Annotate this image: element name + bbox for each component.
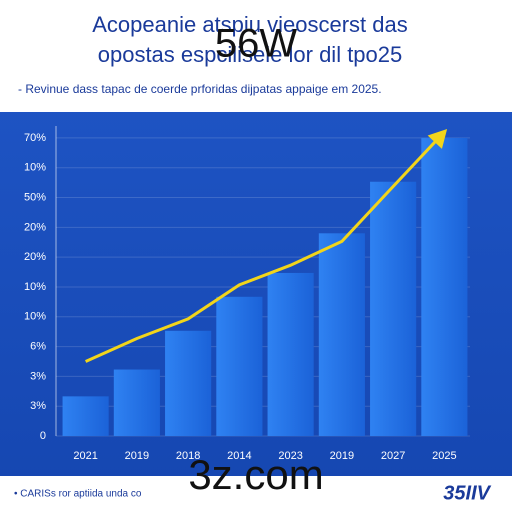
overlay-text: 56W <box>215 22 297 66</box>
y-tick-label: 20% <box>24 221 46 233</box>
header-band <box>0 0 512 112</box>
x-tick-label: 2019 <box>330 450 354 462</box>
y-tick-label: 70% <box>24 132 46 144</box>
bar <box>318 233 365 436</box>
y-tick-label: 3% <box>30 400 46 412</box>
bar <box>62 396 109 436</box>
bar <box>165 330 212 436</box>
y-tick-label: 0 <box>40 430 46 442</box>
x-tick-label: 2023 <box>278 450 302 462</box>
x-tick-label: 2018 <box>176 450 200 462</box>
trend-line <box>85 130 446 363</box>
bar <box>113 369 160 436</box>
title-line: opostas espcilisele lor dil tpo25 <box>98 42 403 67</box>
y-tick-label: 50% <box>24 191 46 203</box>
x-tick-label: 2019 <box>125 450 149 462</box>
y-tick-label: 3% <box>30 370 46 382</box>
bar <box>370 181 417 436</box>
bar <box>216 296 263 436</box>
arrow-head <box>427 129 448 149</box>
y-tick-label: 10% <box>24 281 46 293</box>
x-tick-label: 2027 <box>381 450 405 462</box>
y-tick-label: 20% <box>24 251 46 263</box>
y-tick-label: 6% <box>30 340 46 352</box>
x-tick-label: 2025 <box>432 450 456 462</box>
bar <box>267 272 314 436</box>
subtitle: - Revinue dass tapac de coerde prforidas… <box>18 82 382 96</box>
x-tick-label: 2021 <box>73 450 97 462</box>
logo: 35IIV <box>443 482 491 504</box>
y-tick-label: 10% <box>24 162 46 174</box>
footer-note: • CARISs ror aptiida unda co <box>14 489 142 500</box>
overlay-text: 3z.com <box>188 451 323 498</box>
x-tick-label: 2014 <box>227 450 251 462</box>
bar <box>421 137 468 436</box>
title-line: Acopeanie atspiu vieoscerst das <box>92 12 408 37</box>
y-tick-label: 10% <box>24 311 46 323</box>
footer-band <box>0 476 512 512</box>
